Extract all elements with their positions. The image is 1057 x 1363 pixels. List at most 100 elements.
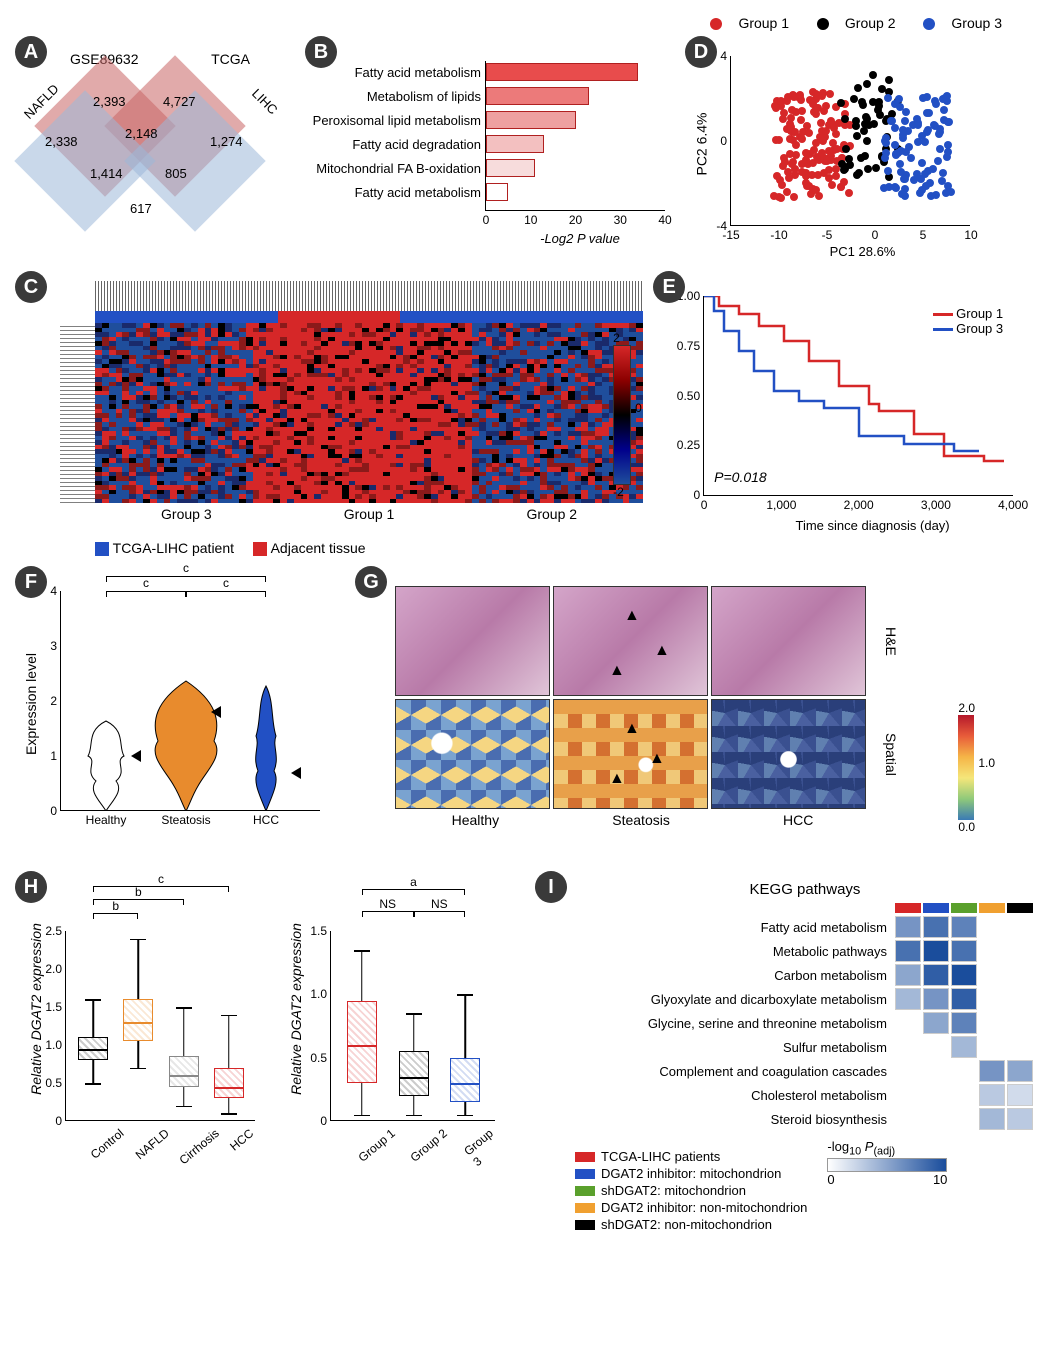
legend-label-g2: Group 2 bbox=[845, 15, 896, 31]
venn-val: 1,414 bbox=[90, 166, 123, 181]
scatter-point bbox=[945, 118, 953, 126]
he-steatosis: ▲▲▲ bbox=[553, 586, 708, 696]
panel-label-h: H bbox=[15, 871, 47, 903]
scatter-point bbox=[822, 127, 830, 135]
scatter-point bbox=[913, 170, 921, 178]
kegg-cell bbox=[979, 988, 1005, 1010]
kegg-cell bbox=[895, 988, 921, 1010]
scatter-point bbox=[939, 169, 947, 177]
scatter-point bbox=[896, 160, 904, 168]
kegg-cell bbox=[951, 988, 977, 1010]
g-colorbar: 2.0 1.0 0.0 bbox=[958, 701, 975, 834]
sig-label: c bbox=[158, 872, 164, 886]
g-col-label: Steatosis bbox=[612, 812, 670, 828]
scatter-point bbox=[932, 191, 940, 199]
panel-label-a: A bbox=[15, 36, 47, 68]
bar bbox=[486, 87, 589, 105]
hm-leg-label: Adjacent tissue bbox=[271, 540, 366, 556]
bar bbox=[486, 63, 638, 81]
panel-d: D -15-10-50510-404 PC2 6.4% PC1 28.6% bbox=[685, 36, 995, 256]
scatter-point bbox=[932, 100, 940, 108]
scatter-point bbox=[923, 109, 931, 117]
kegg-pathway-label: Cholesterol metabolism bbox=[575, 1088, 887, 1103]
kegg-pathway-label: Glycine, serine and threonine metabolism bbox=[575, 1016, 887, 1031]
kegg-cell bbox=[979, 1060, 1005, 1082]
scatter-point bbox=[853, 171, 861, 179]
scatter-point bbox=[900, 175, 908, 183]
panel-label-d: D bbox=[685, 36, 717, 68]
hm-group: Group 3 bbox=[161, 506, 212, 522]
cb-tick: 10 bbox=[933, 1172, 947, 1187]
venn-side-right: LIHC bbox=[249, 86, 281, 118]
venn-val: 2,148 bbox=[125, 126, 158, 141]
kegg-cell bbox=[951, 940, 977, 962]
sig-label: a bbox=[410, 875, 417, 889]
boxplot-right: 00.51.01.5Group 1Group 2Group 3NSNSa bbox=[330, 931, 495, 1121]
pvalue: P=0.018 bbox=[714, 469, 767, 485]
scatter-point bbox=[929, 165, 937, 173]
scatter-point bbox=[814, 171, 822, 179]
bar-label: Fatty acid degradation bbox=[352, 137, 481, 152]
xlabel-b: -Log2 P value bbox=[485, 231, 675, 246]
venn-val: 2,338 bbox=[45, 134, 78, 149]
survival-legend: Group 1 Group 3 bbox=[933, 306, 1004, 336]
xlabel-e: Time since diagnosis (day) bbox=[703, 518, 1042, 533]
bar-chart: Fatty acid metabolismMetabolism of lipid… bbox=[485, 61, 665, 211]
figure-root: Group 1 Group 2 Group 3 A GSE89632 TCGA … bbox=[15, 15, 1042, 1201]
kegg-header-cell bbox=[895, 903, 921, 913]
venn-val: 4,727 bbox=[163, 94, 196, 109]
spatial-steatosis: ▲▲▲ bbox=[553, 699, 708, 809]
kegg-pathway-label: Carbon metabolism bbox=[575, 968, 887, 983]
scatter-point bbox=[814, 92, 822, 100]
kegg-cell bbox=[979, 1084, 1005, 1106]
ylabel-f: Expression level bbox=[23, 653, 39, 755]
median-marker bbox=[131, 750, 141, 762]
scatter-point bbox=[845, 189, 853, 197]
g-col-label: HCC bbox=[783, 812, 813, 828]
bar-label: Peroxisomal lipid metabolism bbox=[313, 113, 481, 128]
heatmap-scale: 2 0 -2 bbox=[613, 331, 643, 499]
scatter-point bbox=[947, 188, 955, 196]
bar-label: Mitochondrial FA B-oxidation bbox=[316, 161, 481, 176]
row-label-spatial: Spatial bbox=[869, 699, 899, 809]
median-marker bbox=[211, 706, 221, 718]
bar-label: Metabolism of lipids bbox=[367, 89, 481, 104]
cb-tick: 1.0 bbox=[978, 756, 995, 770]
ylabel-d: PC2 6.4% bbox=[694, 112, 710, 175]
scatter-point bbox=[884, 94, 892, 102]
kegg-cell bbox=[951, 964, 977, 986]
kegg-pathway-label: Metabolic pathways bbox=[575, 944, 887, 959]
ylabel-h2: Relative DGAT2 expression bbox=[288, 923, 304, 1095]
venn-val: 617 bbox=[130, 201, 152, 216]
dendrogram-left bbox=[60, 323, 95, 503]
bar-label: Fatty acid metabolism bbox=[355, 185, 481, 200]
panel-g: G ▲▲▲ H&E ▲▲▲ Spatial 2.0 1.0 0.0 Health… bbox=[355, 566, 995, 856]
legend-label-g3: Group 3 bbox=[951, 15, 1002, 31]
hm-leg-label: TCGA-LIHC patient bbox=[113, 540, 234, 556]
scatter-point bbox=[840, 178, 848, 186]
scatter-point bbox=[817, 119, 825, 127]
kegg-cell bbox=[1007, 940, 1033, 962]
kegg-cell bbox=[979, 1012, 1005, 1034]
kegg-legend-label: shDGAT2: mitochondrion bbox=[601, 1183, 746, 1198]
kegg-header-cell bbox=[923, 903, 949, 913]
spatial-hcc bbox=[711, 699, 866, 809]
kegg-cell bbox=[951, 1108, 977, 1130]
kegg-cell bbox=[951, 1084, 977, 1106]
scatter-point bbox=[832, 130, 840, 138]
kegg-pathway-label: Complement and coagulation cascades bbox=[575, 1064, 887, 1079]
scatter-point bbox=[837, 99, 845, 107]
scatter-point bbox=[788, 160, 796, 168]
histology-grid: ▲▲▲ H&E ▲▲▲ Spatial bbox=[395, 586, 995, 809]
kegg-colorbar bbox=[827, 1158, 947, 1172]
scatter-point bbox=[907, 154, 915, 162]
scatter-point bbox=[798, 135, 806, 143]
kegg-cell bbox=[951, 1012, 977, 1034]
sig-label: c bbox=[223, 576, 229, 590]
panel-label-i: I bbox=[535, 871, 567, 903]
kegg-cell bbox=[895, 1036, 921, 1058]
he-healthy bbox=[395, 586, 550, 696]
scatter-point bbox=[936, 145, 944, 153]
kegg-cell bbox=[923, 940, 949, 962]
dendrogram-top bbox=[95, 281, 643, 311]
